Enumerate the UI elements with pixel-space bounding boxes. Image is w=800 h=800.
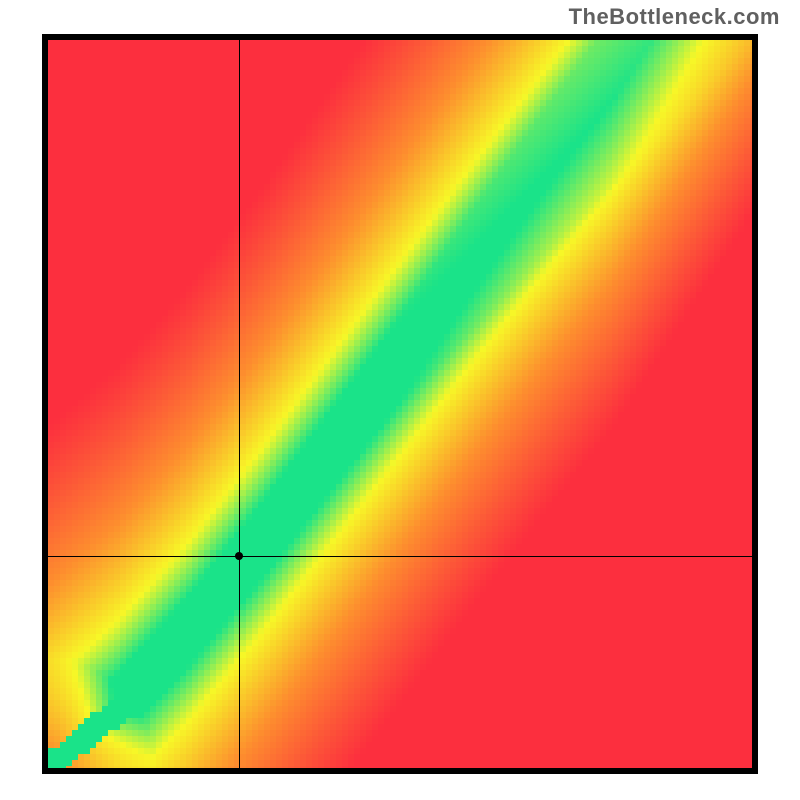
chart-container: TheBottleneck.com (0, 0, 800, 800)
data-point-marker (235, 552, 243, 560)
heatmap-canvas (42, 34, 758, 774)
plot-area (42, 34, 758, 774)
crosshair-vertical (239, 34, 240, 774)
crosshair-horizontal (42, 556, 758, 557)
watermark-text: TheBottleneck.com (569, 4, 780, 30)
